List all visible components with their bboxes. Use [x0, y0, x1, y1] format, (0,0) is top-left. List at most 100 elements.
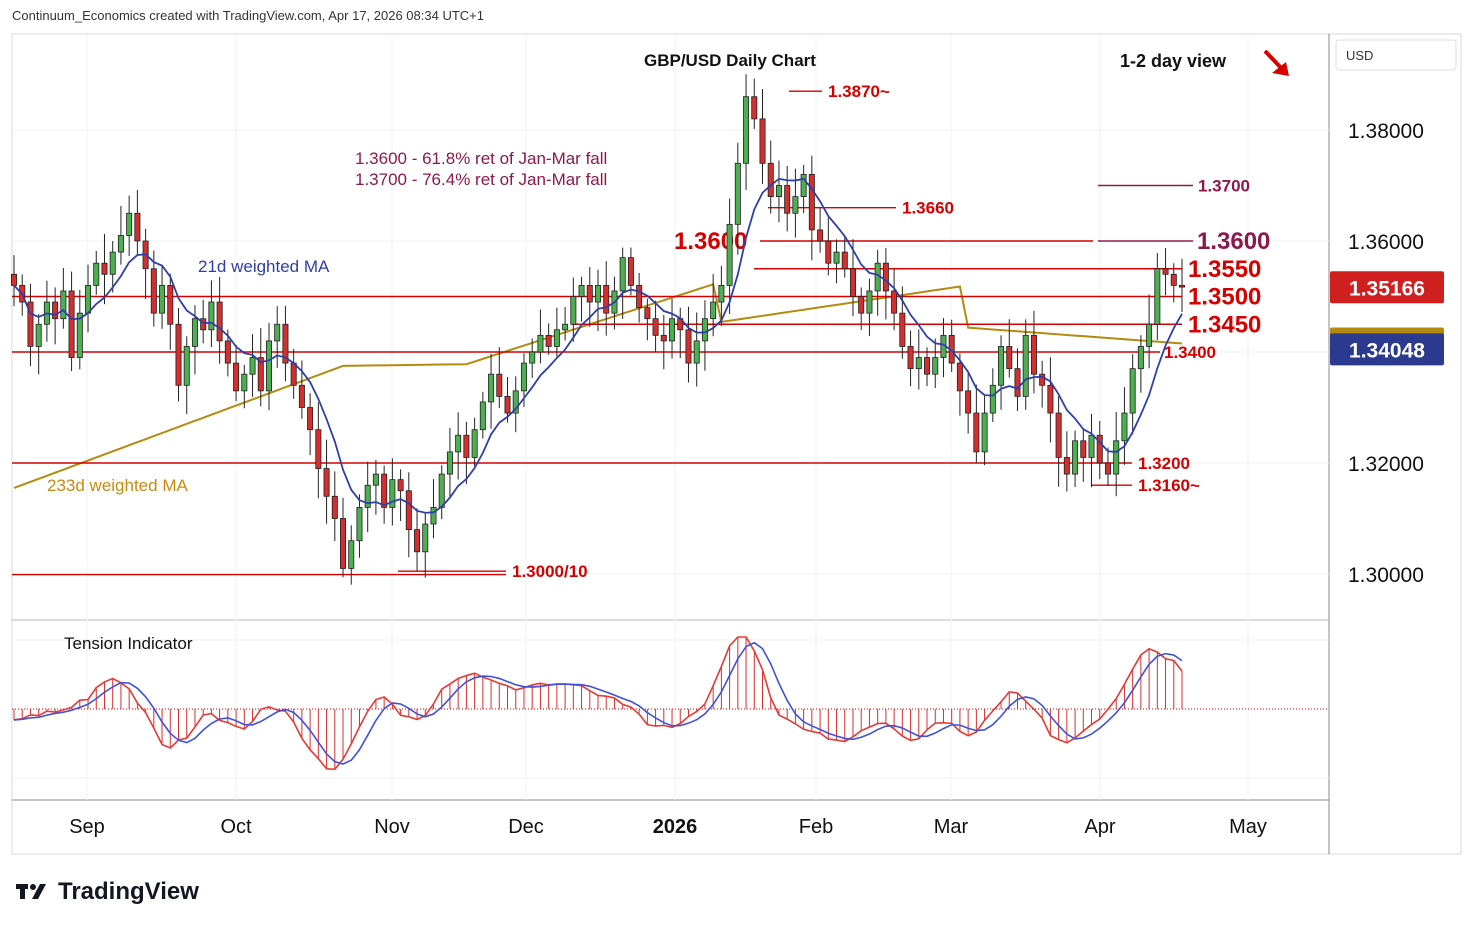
time-axis-ticks: Sep Oct Nov Dec 2026 Feb Mar Apr May	[69, 816, 1267, 838]
candle	[940, 318, 947, 378]
currency-label: USD	[1346, 48, 1373, 63]
candle-body	[1072, 440, 1079, 475]
candle	[915, 329, 922, 390]
candle-body	[1137, 346, 1144, 370]
candle	[117, 205, 124, 265]
candle	[200, 299, 207, 344]
level-label: 1.3600	[674, 228, 747, 255]
level-label: 1.3200	[1138, 454, 1190, 473]
candle-body	[479, 401, 486, 431]
candle	[841, 236, 848, 278]
price-badge	[1330, 333, 1444, 366]
candle-body	[858, 296, 865, 314]
indicator-line	[13, 636, 1183, 771]
price-badge-label: 1.35166	[1349, 277, 1425, 300]
candle	[1121, 387, 1128, 465]
candle-body	[734, 162, 741, 225]
candle-body	[504, 395, 511, 414]
time-tick-label: Feb	[799, 816, 833, 838]
candle	[496, 347, 503, 408]
candle	[479, 391, 486, 439]
candle-body	[636, 284, 643, 308]
candle-body	[175, 323, 182, 386]
view-label: 1-2 day view	[1120, 51, 1227, 71]
candle	[1030, 310, 1037, 394]
candle	[1014, 348, 1021, 411]
candle-body	[1030, 334, 1037, 375]
candle	[372, 459, 379, 515]
candle-body	[849, 268, 856, 297]
price-badge-label: 1.34048	[1349, 339, 1425, 362]
candle-body	[1014, 368, 1021, 397]
level-label: 1.3550	[1188, 256, 1261, 283]
time-tick-label: Nov	[374, 816, 410, 838]
candle-body	[241, 373, 248, 392]
candle	[718, 266, 725, 326]
candle	[1072, 430, 1079, 488]
fib-annotation-1: 1.3600 - 61.8% ret of Jan-Mar fall	[355, 149, 607, 168]
tradingview-mark-icon	[16, 884, 46, 899]
indicator-signal-line	[13, 641, 1183, 765]
candle	[52, 287, 59, 345]
candle-body	[356, 506, 363, 542]
candle-body	[1080, 440, 1087, 458]
candle	[1179, 258, 1186, 312]
candle	[463, 421, 470, 485]
candle	[471, 417, 478, 467]
candle	[726, 198, 733, 315]
ma21-polyline	[13, 177, 1183, 514]
candle-body	[595, 284, 602, 303]
candle-body	[989, 384, 996, 414]
candle	[907, 330, 914, 387]
candle	[35, 314, 42, 375]
candle-body	[619, 257, 626, 292]
candle-body	[537, 334, 544, 353]
candle-body	[265, 340, 272, 392]
candle-body	[841, 251, 848, 270]
candle-body	[603, 284, 610, 314]
candle	[1039, 360, 1046, 408]
candle-body	[759, 118, 766, 164]
candle	[784, 166, 791, 232]
tension-indicator-pane	[12, 636, 1329, 779]
candle	[323, 439, 330, 524]
candle	[208, 280, 215, 348]
candle-body	[915, 357, 922, 370]
candle-body	[159, 284, 166, 314]
candle-body	[710, 301, 717, 320]
candle-body	[685, 329, 692, 364]
candle	[578, 276, 585, 322]
candle-body	[825, 240, 832, 264]
candle	[274, 306, 281, 368]
candle-body	[553, 329, 560, 347]
candle	[570, 277, 577, 342]
candle	[948, 319, 955, 373]
candle-body	[340, 518, 347, 569]
candle-body	[644, 307, 651, 320]
currency-box	[1335, 39, 1457, 71]
candle-body	[101, 262, 108, 275]
candle-body	[973, 412, 980, 453]
candles	[10, 74, 1186, 585]
candle-body	[1154, 268, 1161, 325]
candle	[134, 190, 141, 256]
level-label: 1.3660	[902, 199, 954, 218]
candle-body	[1121, 412, 1128, 442]
candle-body	[767, 162, 774, 198]
brand-name: TradingView	[58, 878, 199, 905]
candle	[126, 195, 133, 256]
candle-body	[85, 284, 92, 314]
candle-body	[290, 362, 297, 386]
candle-body	[307, 407, 314, 431]
candle	[331, 471, 338, 542]
candle	[488, 353, 495, 429]
candle	[315, 402, 322, 499]
candle	[27, 283, 34, 367]
level-label: 1.3400	[1164, 343, 1216, 362]
candle	[669, 298, 676, 359]
candle	[644, 298, 651, 341]
candle	[973, 384, 980, 463]
candle	[364, 461, 371, 533]
candle	[1146, 294, 1153, 369]
